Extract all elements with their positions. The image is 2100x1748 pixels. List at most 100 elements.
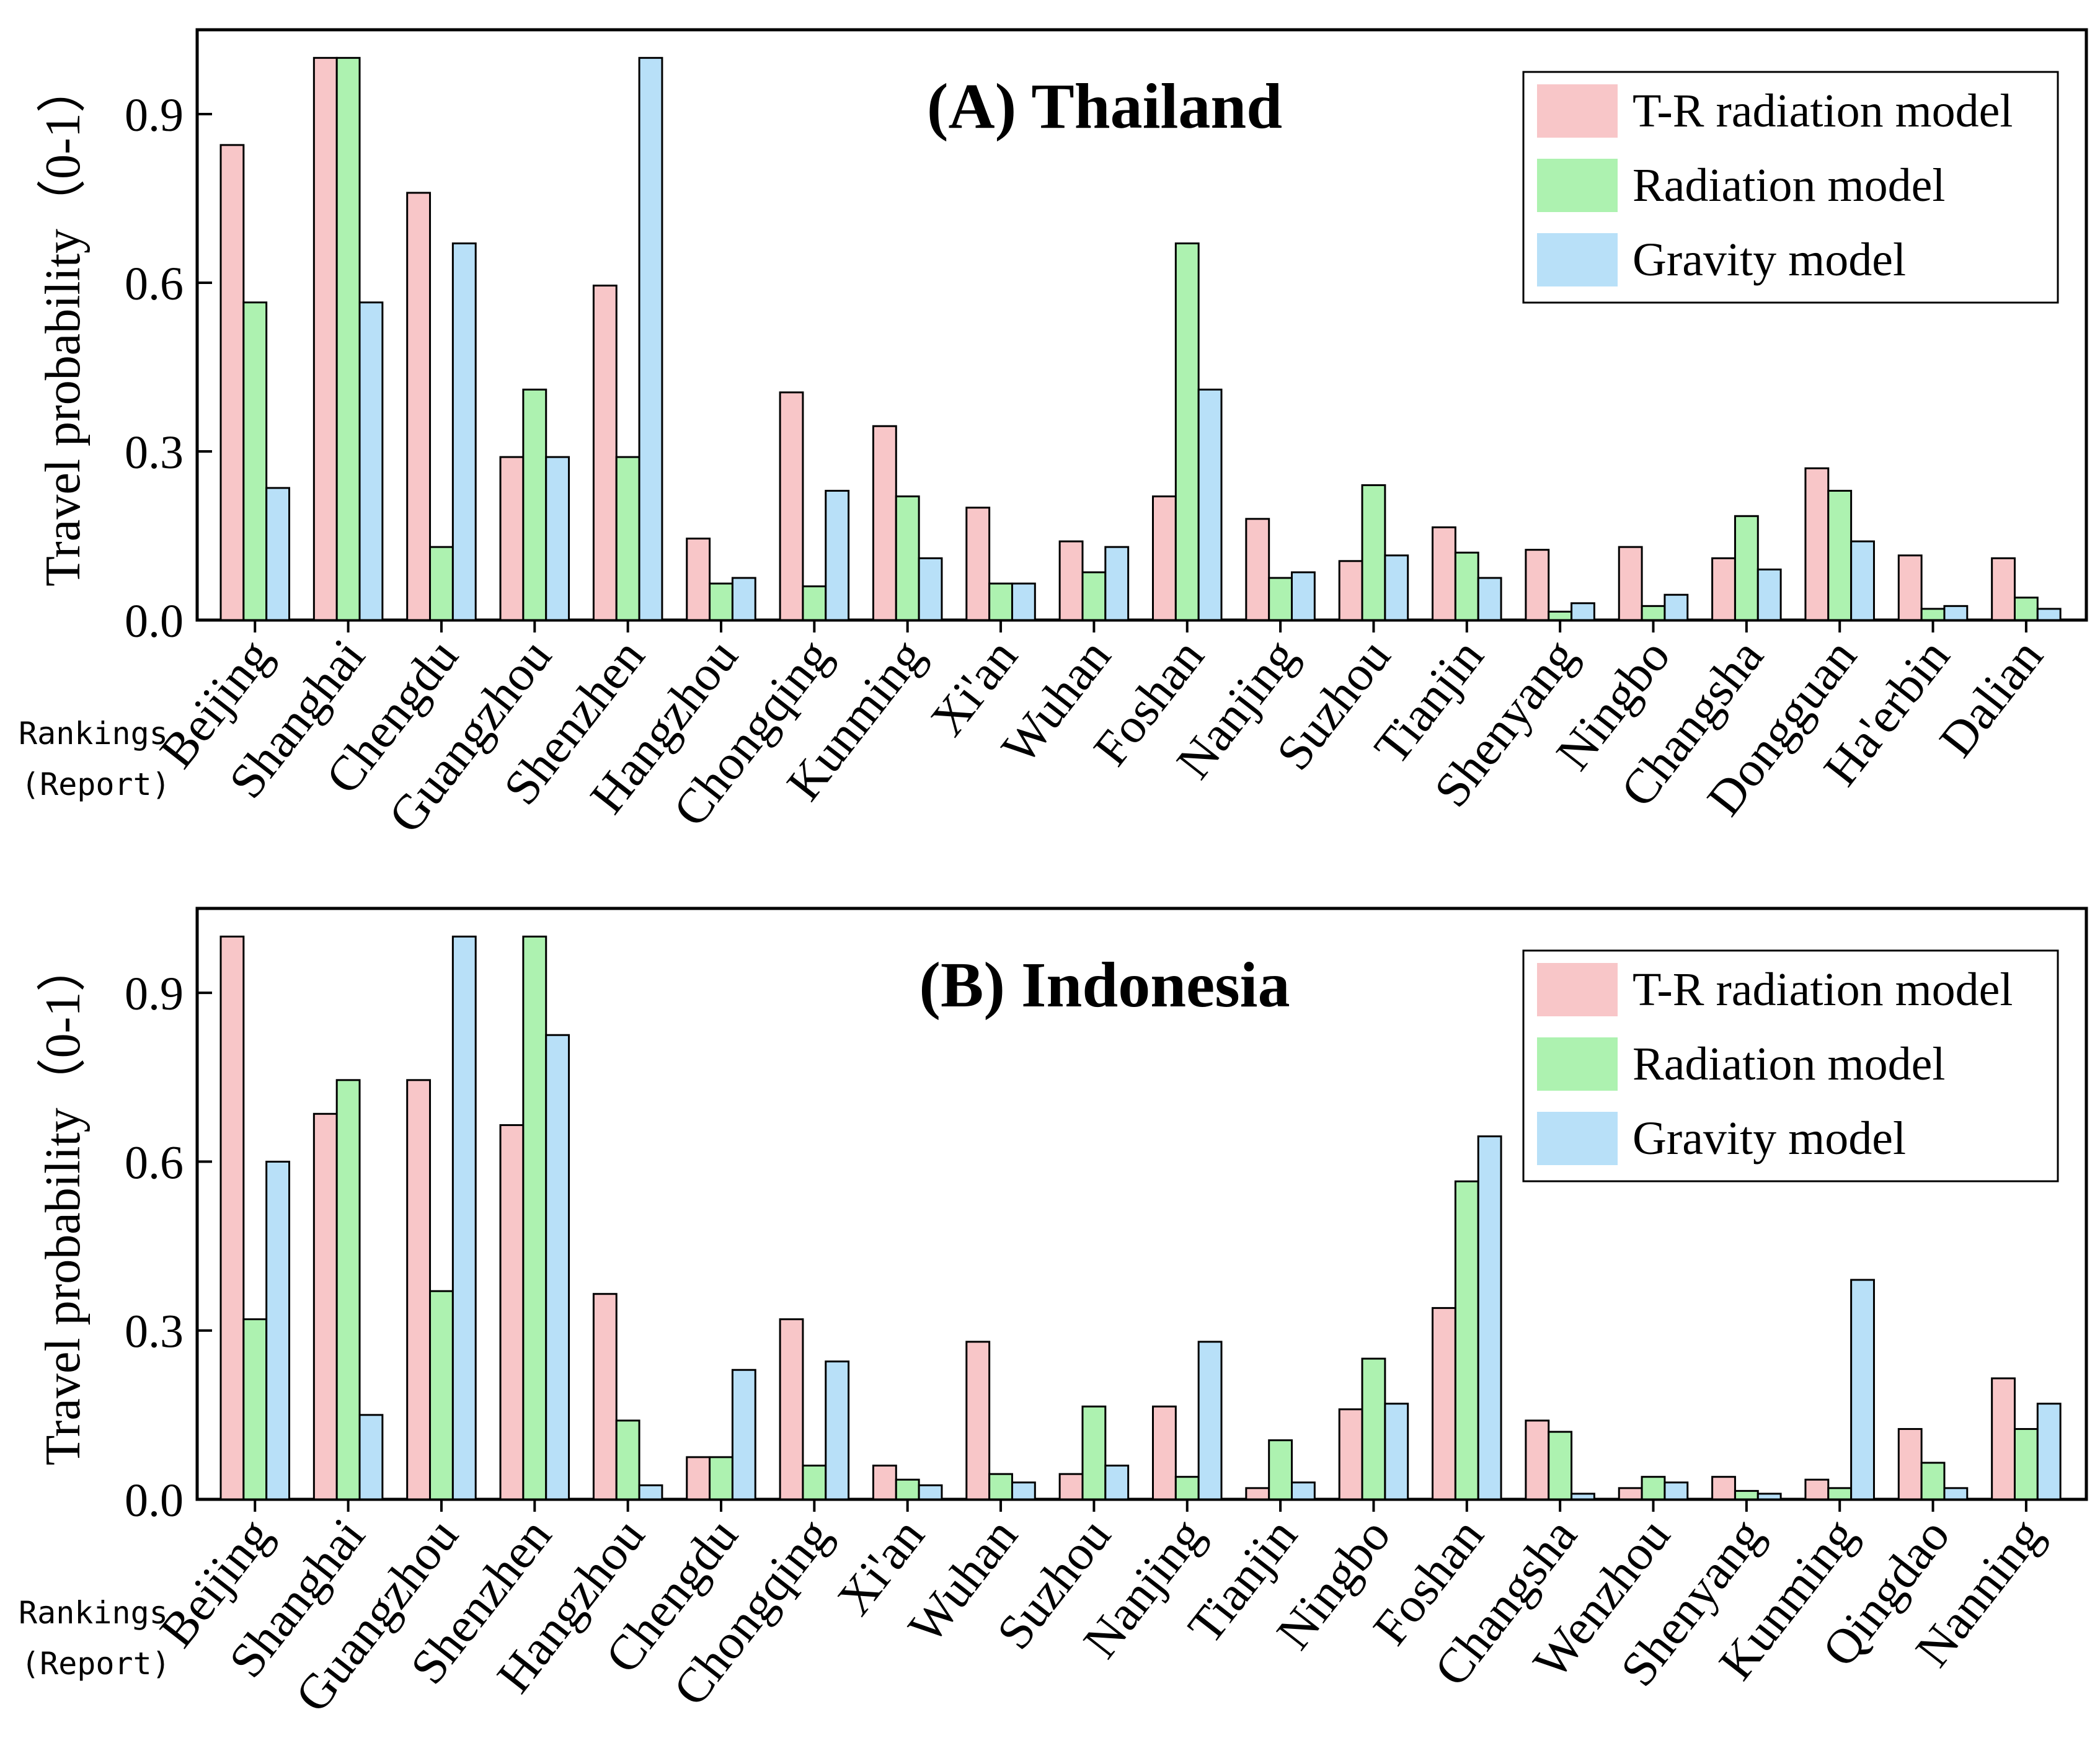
legend: T-R radiation model Radiation model Gravit…	[1522, 71, 2059, 304]
bar-radiation-hangzhou	[615, 1419, 640, 1501]
y-tick-label: 0.9	[125, 968, 184, 1020]
bar-gravity-changsha	[1757, 568, 1782, 621]
bar-radiation-dongguan	[1827, 489, 1853, 621]
bar-gravity-suzhou	[1104, 1465, 1130, 1501]
bar-radiation-nanjing	[1268, 577, 1293, 621]
bar-tr-radiation-kunming	[872, 425, 897, 621]
bar-radiation-xi-an	[988, 582, 1013, 621]
bar-tr-radiation-xi-an	[872, 1465, 897, 1501]
bar-gravity-kunming	[918, 557, 943, 621]
y-tick-label: 0.0	[125, 595, 184, 647]
bar-tr-radiation-shenzhen	[592, 285, 618, 621]
bar-radiation-ningbo	[1641, 605, 1666, 621]
y-axis-label: Travel probability（0-1）	[36, 943, 91, 1466]
bar-tr-radiation-ha-erbin	[1897, 554, 1923, 621]
rankings-report-label: Rankings (Report)	[19, 1595, 171, 1682]
bar-radiation-hangzhou	[709, 582, 733, 621]
bar-radiation-nanning	[2013, 1428, 2039, 1501]
bar-gravity-guangzhou	[451, 935, 477, 1501]
plot-frame	[195, 907, 2088, 1501]
legend-label-tr-radiation: T-R radiation model	[1633, 85, 2013, 137]
bar-radiation-dalian	[2013, 597, 2039, 621]
bar-radiation-suzhou	[1361, 484, 1386, 621]
bar-radiation-shanghai	[335, 56, 361, 621]
bar-gravity-nanjing	[1291, 571, 1316, 621]
bar-gravity-foshan	[1197, 388, 1223, 621]
bar-gravity-xi-an	[918, 1484, 943, 1501]
bar-tr-radiation-nanning	[1991, 1377, 2016, 1501]
bar-radiation-chongqing	[802, 1465, 827, 1501]
bar-tr-radiation-chengdu	[406, 192, 432, 621]
bar-tr-radiation-ningbo	[1618, 546, 1643, 621]
y-tick-label: 0.6	[125, 1137, 184, 1189]
bar-radiation-shenyang	[1548, 610, 1573, 621]
bar-radiation-wuhan	[988, 1473, 1013, 1501]
bar-gravity-tianjin	[1477, 577, 1502, 621]
bar-gravity-suzhou	[1384, 554, 1409, 621]
bar-tr-radiation-nanjing	[1152, 1405, 1177, 1501]
bar-tr-radiation-hangzhou	[686, 538, 711, 621]
bar-gravity-shenyang	[1571, 602, 1595, 621]
y-tick-label: 0.3	[125, 1306, 184, 1358]
bar-radiation-suzhou	[1081, 1405, 1107, 1501]
bar-gravity-hangzhou	[731, 577, 756, 621]
chart-title: (A) Thailand	[927, 71, 1282, 142]
bar-gravity-ningbo	[1664, 593, 1689, 621]
bar-tr-radiation-chengdu	[686, 1456, 711, 1501]
y-tick-label: 0.3	[125, 427, 184, 479]
bar-radiation-ningbo	[1361, 1357, 1386, 1501]
bar-gravity-qingdao	[1943, 1487, 1969, 1501]
legend-swatch-gravity	[1537, 233, 1618, 286]
legend-label-gravity: Gravity model	[1633, 234, 1906, 286]
bar-gravity-chongqing	[825, 489, 850, 621]
legend-swatch-radiation	[1537, 159, 1618, 212]
bar-tr-radiation-wenzhou	[1618, 1487, 1643, 1501]
chart-title: (B) Indonesia	[919, 949, 1290, 1021]
bar-radiation-chongqing	[802, 585, 827, 621]
bar-radiation-wenzhou	[1641, 1476, 1666, 1501]
bar-radiation-foshan	[1174, 242, 1200, 621]
bar-gravity-changsha	[1571, 1493, 1595, 1501]
bar-gravity-nanjing	[1197, 1341, 1223, 1501]
bar-gravity-beijing	[265, 1160, 291, 1501]
bar-tr-radiation-chongqing	[779, 391, 804, 621]
bar-radiation-kunming	[895, 495, 920, 621]
rankings-label: Rankings	[19, 716, 168, 752]
y-axis-label: Travel probability（0-1）	[36, 63, 91, 587]
bar-gravity-chengdu	[451, 242, 477, 621]
bar-radiation-nanjing	[1174, 1476, 1200, 1501]
bar-tr-radiation-beijing	[219, 935, 245, 1501]
bar-radiation-kunming	[1827, 1487, 1853, 1501]
bar-gravity-hangzhou	[638, 1484, 663, 1501]
bar-tr-radiation-tianjin	[1245, 1487, 1270, 1501]
bar-gravity-wuhan	[1104, 546, 1130, 621]
legend-label-radiation: Radiation model	[1633, 159, 1945, 211]
legend-label-gravity: Gravity model	[1633, 1112, 1906, 1165]
legend-swatch-radiation	[1537, 1037, 1618, 1091]
bar-radiation-wuhan	[1081, 571, 1107, 621]
bar-tr-radiation-changsha	[1711, 557, 1736, 621]
bar-radiation-shenzhen	[522, 935, 547, 1501]
bar-gravity-shanghai	[358, 301, 384, 621]
bar-radiation-xi-an	[895, 1478, 920, 1501]
bar-radiation-beijing	[242, 1318, 268, 1501]
y-tick-label: 0.9	[125, 89, 184, 141]
bar-gravity-xi-an	[1011, 582, 1036, 621]
bar-tr-radiation-suzhou	[1058, 1473, 1084, 1501]
bar-tr-radiation-dalian	[1991, 557, 2016, 621]
bar-tr-radiation-foshan	[1152, 495, 1177, 621]
bar-gravity-guangzhou	[545, 456, 570, 621]
bar-tr-radiation-ningbo	[1338, 1408, 1363, 1501]
bar-radiation-tianjin	[1454, 551, 1479, 621]
bar-gravity-shanghai	[358, 1414, 384, 1501]
bar-gravity-nanning	[2036, 1403, 2062, 1501]
bar-tr-radiation-tianjin	[1432, 526, 1456, 621]
bar-tr-radiation-shanghai	[312, 56, 338, 621]
bar-radiation-changsha	[1734, 515, 1759, 621]
bar-radiation-shenyang	[1734, 1489, 1759, 1501]
bar-radiation-guangzhou	[429, 1290, 454, 1501]
bar-gravity-ha-erbin	[1943, 605, 1969, 621]
